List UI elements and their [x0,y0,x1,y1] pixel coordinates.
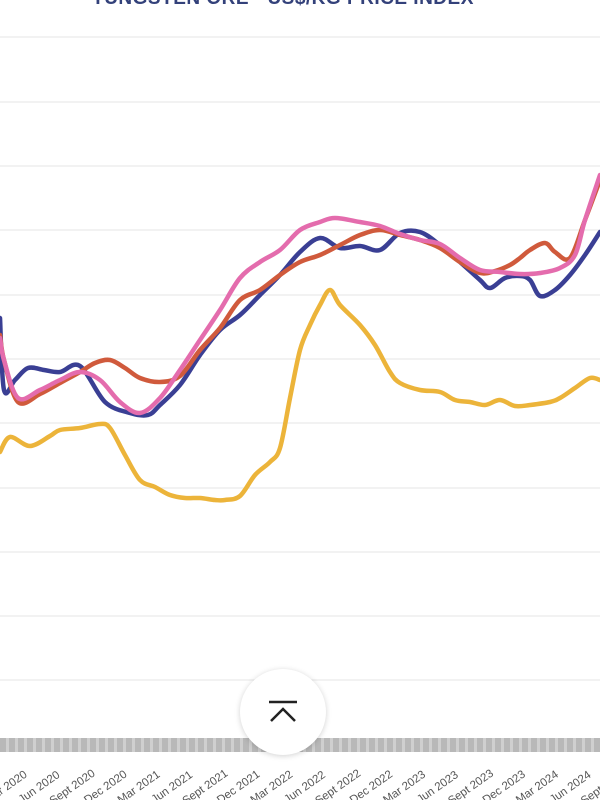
series-line-2 [0,177,600,406]
chart-title: TUNGSTEN ORE - US$/KG PRICE INDEX [92,0,474,9]
series-lines [0,172,600,503]
series-line-4 [0,287,600,503]
series-line-3 [0,172,600,416]
series-line-1 [0,228,600,418]
scroll-to-top-button[interactable] [240,669,326,755]
chevron-up-icon [269,700,297,722]
